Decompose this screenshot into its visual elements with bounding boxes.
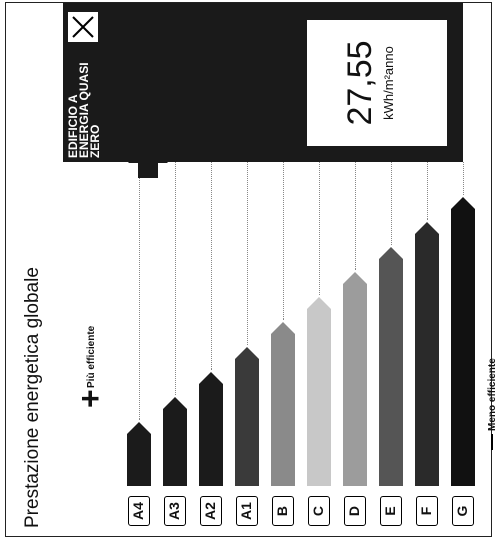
class-label-a3: A3 <box>164 496 186 526</box>
check-x-icon <box>72 16 94 38</box>
class-bar-f <box>415 222 439 486</box>
class-bar-d <box>343 272 367 486</box>
class-label-g: G <box>452 496 474 526</box>
less-efficient-label: Meno efficiente <box>487 358 497 431</box>
class-bar-a4 <box>127 422 151 486</box>
more-efficient-label: Più efficiente <box>86 325 97 388</box>
rotated-content: Prestazione energetica globale + Più eff… <box>6 3 497 538</box>
class-label-a1: A1 <box>236 496 258 526</box>
class-label-b: B <box>272 496 294 526</box>
nzeb-label: EDIFICIO A ENERGIA QUASI ZERO <box>66 62 102 158</box>
energy-value: 27,55 <box>341 40 379 126</box>
energy-label-card: Prestazione energetica globale + Più eff… <box>5 2 497 538</box>
class-bar-a3 <box>163 397 187 486</box>
plus-icon: + <box>72 389 108 408</box>
guide-line <box>211 162 212 370</box>
minus-icon <box>491 434 493 450</box>
class-label-a2: A2 <box>200 496 222 526</box>
guide-line <box>139 162 140 420</box>
guide-line <box>427 162 428 220</box>
class-bar-a1 <box>235 347 259 486</box>
class-label-e: E <box>380 496 402 526</box>
guide-line <box>319 162 320 295</box>
class-bar-b <box>271 322 295 486</box>
class-bar-g <box>451 197 475 486</box>
guide-line <box>391 162 392 245</box>
guide-line <box>283 162 284 320</box>
energy-unit: kWh/m²anno <box>381 46 396 120</box>
class-label-f: F <box>416 496 438 526</box>
guide-line <box>247 162 248 345</box>
nzeb-checkbox <box>68 12 98 42</box>
chart-title: Prestazione energetica globale <box>22 267 43 528</box>
class-bar-a2 <box>199 372 223 486</box>
guide-line <box>463 162 464 195</box>
guide-line <box>355 162 356 270</box>
class-bar-c <box>307 297 331 486</box>
class-label-d: D <box>344 496 366 526</box>
class-label-a4: A4 <box>128 496 150 526</box>
class-bar-e <box>379 247 403 486</box>
class-label-c: C <box>308 496 330 526</box>
guide-line <box>175 162 176 395</box>
